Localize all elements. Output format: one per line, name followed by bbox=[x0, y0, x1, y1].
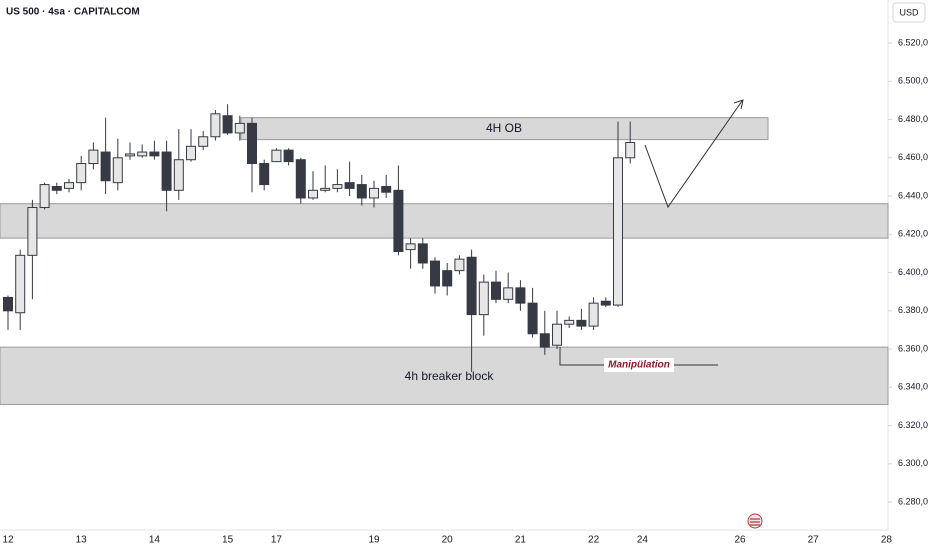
candle-down bbox=[222, 115, 233, 134]
candle-down bbox=[259, 163, 270, 186]
candle-up bbox=[552, 323, 562, 346]
candle-up bbox=[271, 149, 282, 163]
candle-up bbox=[454, 258, 465, 272]
candle-up bbox=[88, 149, 99, 165]
candle-down bbox=[356, 184, 367, 199]
candle-down bbox=[149, 151, 160, 157]
y-tick-label: 6.340,0 bbox=[898, 382, 928, 392]
candle-down bbox=[381, 185, 392, 193]
y-tick-label: 6.360,0 bbox=[898, 343, 928, 353]
candle-up bbox=[478, 281, 489, 316]
event-flag bbox=[750, 518, 760, 526]
y-tick-label: 6.420,0 bbox=[898, 229, 928, 239]
candle-down bbox=[3, 296, 13, 312]
candle-up bbox=[234, 122, 245, 134]
zone bbox=[0, 203, 889, 239]
candle-down bbox=[283, 149, 294, 163]
candle-down bbox=[430, 260, 440, 287]
x-tick-label: 19 bbox=[368, 535, 380, 546]
x-tick-label: 28 bbox=[881, 535, 893, 546]
candle-up bbox=[503, 287, 514, 300]
candle-down bbox=[161, 151, 172, 191]
candle-up bbox=[198, 136, 209, 147]
candle-up bbox=[369, 187, 379, 199]
candle-up bbox=[76, 163, 87, 184]
candle-up bbox=[15, 254, 26, 314]
x-tick-label: 15 bbox=[222, 535, 234, 546]
candle-down bbox=[527, 302, 538, 335]
candle-up bbox=[308, 189, 318, 199]
currency[interactable]: USD bbox=[899, 7, 919, 17]
currency-box[interactable] bbox=[892, 2, 926, 23]
y-tick-label: 6.480,0 bbox=[898, 114, 928, 124]
candle-down bbox=[100, 151, 111, 182]
projection-arrow bbox=[644, 100, 743, 209]
candle-up bbox=[173, 159, 184, 191]
chart-title: US 500 · 4sa · CAPITALCOM bbox=[6, 7, 140, 18]
y-tick-label: 6.280,0 bbox=[898, 496, 928, 506]
zone bbox=[0, 346, 889, 406]
y-tick-label: 6.320,0 bbox=[898, 420, 928, 430]
candle-down bbox=[344, 182, 355, 189]
zone-label: 4H OB bbox=[486, 121, 522, 135]
annotation: Manipülation bbox=[608, 360, 670, 371]
candle-down bbox=[539, 333, 550, 348]
y-tick-label: 6.380,0 bbox=[898, 305, 928, 315]
candle-up bbox=[625, 141, 636, 159]
candle-down bbox=[442, 270, 453, 287]
candle-up bbox=[564, 319, 575, 325]
x-tick-label: 21 bbox=[515, 535, 527, 546]
x-tick-label: 26 bbox=[734, 535, 746, 546]
candle-down bbox=[393, 189, 404, 253]
x-tick-label: 22 bbox=[588, 535, 600, 546]
x-tick-label: 13 bbox=[76, 535, 88, 546]
candle-up bbox=[137, 151, 148, 157]
candle-up bbox=[112, 157, 123, 184]
candle-down bbox=[600, 300, 611, 306]
candle-down bbox=[576, 319, 587, 327]
x-tick-label: 27 bbox=[808, 535, 820, 546]
candle-down bbox=[51, 185, 62, 191]
x-tick-label: 12 bbox=[2, 535, 14, 546]
y-tick-label: 6.440,0 bbox=[898, 190, 928, 200]
event-icon[interactable] bbox=[747, 513, 763, 529]
x-tick-label: 17 bbox=[271, 535, 283, 546]
x-tick-label: 14 bbox=[149, 535, 161, 546]
candle-down bbox=[515, 287, 526, 304]
candle-down bbox=[466, 256, 477, 316]
candle-down bbox=[491, 281, 501, 300]
candle-down bbox=[417, 243, 428, 264]
candle-up bbox=[320, 187, 331, 191]
candle-up bbox=[27, 207, 38, 256]
y-tick-label: 6.460,0 bbox=[898, 152, 928, 162]
zone-label: 4h breaker block bbox=[405, 369, 495, 383]
x-tick-label: 20 bbox=[442, 535, 454, 546]
candle-up bbox=[186, 145, 196, 161]
candle-down bbox=[247, 122, 257, 165]
y-tick-label: 6.300,0 bbox=[898, 458, 928, 468]
y-tick-label: 6.500,0 bbox=[898, 76, 928, 86]
x-tick-label: 24 bbox=[637, 535, 649, 546]
candle-up bbox=[64, 182, 74, 189]
candle-up bbox=[613, 157, 623, 306]
candle-up bbox=[210, 113, 221, 138]
candle-up bbox=[332, 184, 343, 189]
arrow-head bbox=[733, 99, 744, 110]
y-tick-label: 6.400,0 bbox=[898, 267, 928, 277]
y-tick-label: 6.520,0 bbox=[898, 37, 928, 47]
candle-up bbox=[125, 153, 135, 157]
candle-up bbox=[405, 243, 416, 251]
candle-up bbox=[39, 184, 50, 209]
candle-down bbox=[295, 159, 306, 199]
annotation-bg bbox=[604, 358, 674, 372]
candle-up bbox=[588, 302, 599, 327]
